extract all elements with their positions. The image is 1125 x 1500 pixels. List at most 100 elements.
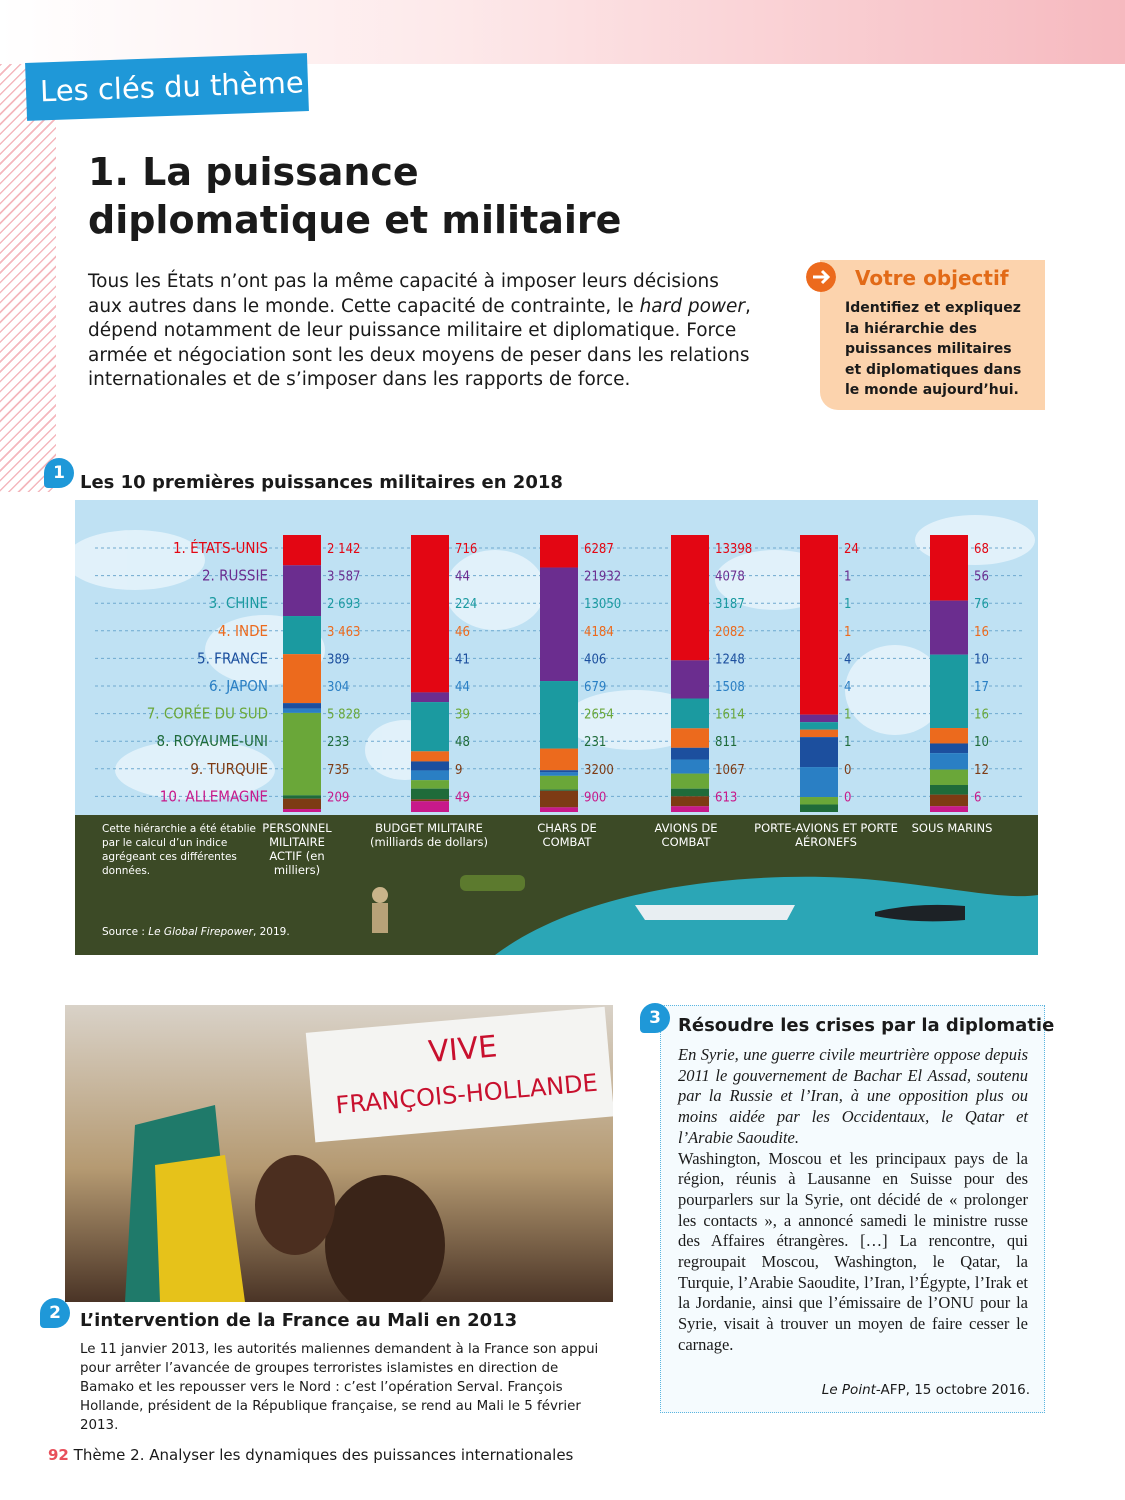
value-label: 2 693 [327,597,360,612]
value-label: 56 [974,570,989,585]
objective-text: Identifiez et expliquez la hiérarchie de… [845,300,1022,398]
bar-segment [930,600,968,655]
bar-segment [411,799,449,802]
bar-segment [800,767,838,798]
category-label: 8. ROYAUME-UNI [156,732,268,750]
value-label: 406 [584,652,606,667]
bar-segment [800,729,838,738]
value-label: 1508 [715,680,745,695]
bar-segment [930,753,968,770]
value-label: 900 [584,790,606,805]
column-header: CHARS DE COMBAT [537,821,597,849]
bar-segment [800,714,838,723]
bar-segment [930,769,968,785]
bar-segment [800,797,838,805]
column-header: BUDGET MILITAIRE (milliards de dollars) [370,821,488,849]
value-label: 16 [974,708,989,723]
bar-segment [540,772,578,776]
category-label: 7. CORÉE DU SUD [147,704,268,723]
chart-graphic: 1. ÉTATS-UNIS 2. RUSSIE 3. CHINE 4. INDE 5. … [75,500,1038,955]
value-label: 5 828 [327,708,360,723]
doc-box [660,1005,1045,1413]
bar-segment [283,798,321,810]
bar-segment [930,806,968,812]
value-label: 0 [844,763,851,778]
sign-text: VIVE [427,1029,499,1070]
page-number: 92 [48,1446,69,1464]
value-label: 224 [455,597,477,612]
doc-number: 1 [44,458,74,488]
bar-segment [283,809,321,812]
footer-text: Thème 2. Analyser les dynamiques des pui… [73,1446,574,1464]
bar-segment [930,743,968,754]
photo: VIVE FRANÇOIS-HOLLANDE [65,1005,613,1302]
doc-body: En Syrie, une guerre civile meurtrière o… [678,1045,1028,1356]
value-label: 49 [455,790,470,805]
doc-number: 2 [40,1298,70,1328]
hatch-strip [0,64,56,492]
bar-segment [411,535,449,693]
category-label: 1. ÉTATS-UNIS [173,538,268,557]
bar-segment [411,751,449,762]
objective-icon [806,262,836,292]
source-text: Source : [102,926,149,938]
value-label: 13050 [584,597,621,612]
intro-text: Tous les États n’ont pas la même capacit… [88,271,719,317]
category-label: 3. CHINE [209,594,268,612]
doc-title: Résoudre les crises par la diplomatie [678,1015,1055,1036]
bar-segment [283,535,321,566]
value-label: 2654 [584,708,614,723]
bar-segment [411,761,449,771]
theme-tag: Les clés du thème [25,53,309,121]
column-header: AVIONS DE COMBAT [654,821,718,849]
bar-segment [671,698,709,729]
doc-chapeau: En Syrie, une guerre civile meurtrière o… [678,1045,1028,1147]
column-header: PERSONNEL MILITAIRE ACTIF (en milliers) [262,821,332,877]
bar-segment [283,712,321,796]
value-label: 44 [455,570,470,585]
value-label: 811 [715,735,737,750]
value-label: 68 [974,542,989,557]
bar-segment [540,775,578,790]
bar-segment [671,747,709,760]
value-label: 1248 [715,652,745,667]
bar-segment [800,804,838,812]
value-label: 44 [455,680,470,695]
intro-text: , dépend notamment de leur puissance mil… [88,295,751,391]
bar-segment [283,795,321,799]
bar-segment [283,565,321,617]
value-label: 21932 [584,570,621,585]
bar-segment [540,535,578,568]
bar-segment [283,703,321,709]
value-label: 3200 [584,763,614,778]
bar-segment [411,702,449,752]
column-header: PORTE-AVIONS ET PORTE AÉRONEFS [754,821,898,849]
bar-segment [930,654,968,729]
bar-segment [411,770,449,781]
bar-segment [671,796,709,807]
bar-segment [671,759,709,774]
value-label: 9 [455,763,462,778]
bar-segment [283,708,321,713]
value-label: 4 [844,680,851,695]
source-text: , 2019. [252,926,290,938]
bar-segment [540,789,578,791]
category-label: 6. JAPON [209,677,268,695]
value-label: 6287 [584,542,614,557]
value-label: 3 463 [327,625,360,640]
value-label: 1 [844,708,851,723]
bar-segment [283,654,321,704]
bar-segment [671,788,709,797]
bar-segment [283,616,321,655]
value-label: 13398 [715,542,752,557]
bar-segment [671,806,709,812]
value-label: 679 [584,680,606,695]
bar-segment [671,535,709,661]
value-label: 46 [455,625,470,640]
value-label: 4078 [715,570,745,585]
bar-segment [411,801,449,812]
source-title: Le Point [821,1382,876,1398]
category-label: 9. TURQUIE [190,760,268,778]
bar-segment [540,790,578,808]
bar-segment [540,681,578,749]
